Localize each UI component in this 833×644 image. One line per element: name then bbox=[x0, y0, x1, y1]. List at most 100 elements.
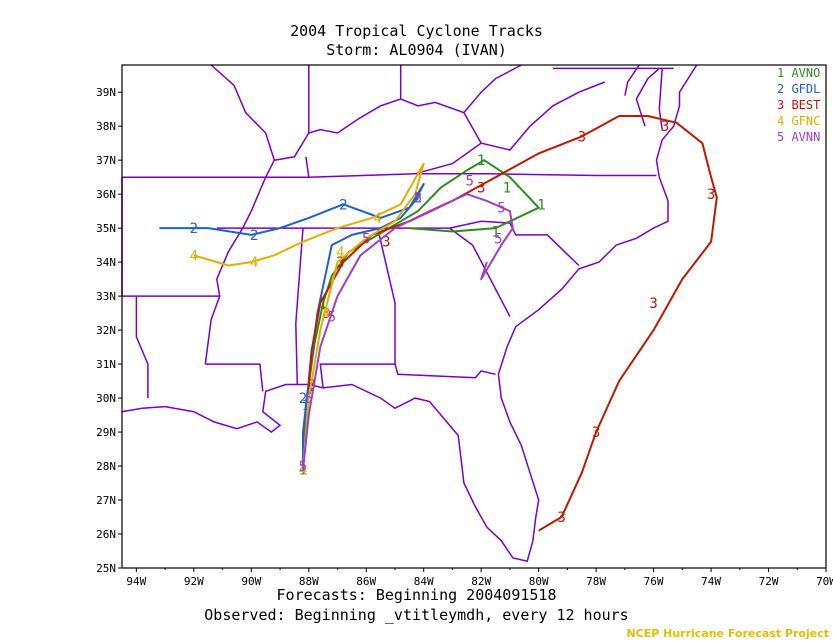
track-marker-3: 3 bbox=[557, 510, 565, 526]
track-marker-3: 3 bbox=[382, 235, 390, 251]
x-tick-label: 82W bbox=[471, 575, 491, 588]
track-marker-4: 4 bbox=[336, 245, 344, 261]
x-tick-label: 72W bbox=[759, 575, 779, 588]
boundary-line bbox=[305, 156, 310, 178]
y-tick-label: 27N bbox=[96, 494, 116, 507]
legend-item-avnn: 5 AVNN bbox=[777, 130, 821, 144]
boundary-line bbox=[295, 228, 304, 385]
track-line-1 bbox=[302, 159, 540, 470]
track-marker-4: 4 bbox=[299, 462, 307, 478]
x-tick-label: 78W bbox=[586, 575, 606, 588]
track-marker-3: 3 bbox=[707, 187, 715, 203]
x-tick-label: 86W bbox=[356, 575, 376, 588]
track-marker-3: 3 bbox=[322, 306, 330, 322]
track-line-3 bbox=[307, 115, 718, 532]
boundary-line bbox=[210, 64, 276, 178]
track-marker-2: 2 bbox=[190, 221, 198, 237]
y-tick-label: 28N bbox=[96, 460, 116, 473]
track-marker-5: 5 bbox=[414, 191, 422, 207]
legend-item-gfdl: 2 GFDL bbox=[777, 82, 821, 96]
legend-item-best: 3 BEST bbox=[777, 98, 821, 112]
legend-item-avno: 1 AVNO bbox=[777, 66, 821, 80]
track-marker-1: 1 bbox=[537, 197, 545, 213]
boundary-line bbox=[414, 81, 605, 175]
track-line-4 bbox=[193, 162, 425, 470]
boundary-line bbox=[463, 112, 482, 144]
boundary-line bbox=[205, 363, 264, 392]
plot-border bbox=[121, 64, 827, 569]
boundary-line bbox=[122, 173, 657, 178]
boundary-line bbox=[394, 363, 496, 379]
boundary-line bbox=[658, 68, 663, 130]
track-marker-3: 3 bbox=[649, 296, 657, 312]
forecast-label: Forecasts: Beginning 2004091518 bbox=[276, 586, 557, 604]
y-tick-label: 35N bbox=[96, 222, 116, 235]
y-tick-label: 37N bbox=[96, 154, 116, 167]
track-marker-4: 4 bbox=[190, 248, 198, 264]
chart-subtitle: Storm: AL0904 (IVAN) bbox=[326, 41, 507, 59]
x-tick-label: 70W bbox=[816, 575, 833, 588]
x-tick-label: 80W bbox=[529, 575, 549, 588]
track-marker-1: 1 bbox=[299, 462, 307, 478]
track-marker-2: 2 bbox=[299, 391, 307, 407]
x-tick-label: 84W bbox=[414, 575, 434, 588]
y-tick-label: 29N bbox=[96, 426, 116, 439]
observed-label: Observed: Beginning _vtitleymdh, every 1… bbox=[204, 606, 629, 624]
boundary-line bbox=[319, 227, 396, 388]
track-marker-1: 1 bbox=[477, 153, 485, 169]
track-marker-2: 2 bbox=[414, 191, 422, 207]
legend-item-gfnc: 4 GFNC bbox=[777, 114, 821, 128]
x-tick-label: 92W bbox=[184, 575, 204, 588]
y-tick-label: 34N bbox=[96, 256, 116, 269]
x-tick-label: 74W bbox=[701, 575, 721, 588]
track-marker-5: 5 bbox=[305, 391, 313, 407]
track-marker-3: 3 bbox=[477, 180, 485, 196]
boundary-line bbox=[121, 64, 698, 563]
x-tick-label: 76W bbox=[644, 575, 664, 588]
track-marker-5: 5 bbox=[362, 231, 370, 247]
boundary-line bbox=[274, 64, 522, 161]
x-tick-label: 90W bbox=[241, 575, 261, 588]
track-marker-1: 1 bbox=[491, 225, 499, 241]
boundary-line bbox=[135, 296, 149, 399]
track-marker-1: 1 bbox=[503, 180, 511, 196]
track-marker-4: 4 bbox=[373, 211, 381, 227]
track-marker-1: 1 bbox=[319, 296, 327, 312]
chart-title: 2004 Tropical Cyclone Tracks bbox=[290, 22, 543, 40]
boundary-line bbox=[242, 176, 267, 229]
map-frame: 94W 92W 90W 88W 86W 84W 82W 80W 78W 76W 74W 72W 70W 3… bbox=[96, 64, 833, 588]
y-tick-label: 33N bbox=[96, 290, 116, 303]
track-marker-2: 2 bbox=[339, 197, 347, 213]
x-tick-label: 94W bbox=[126, 575, 146, 588]
y-tick-label: 38N bbox=[96, 120, 116, 133]
track-marker-5: 5 bbox=[465, 174, 473, 190]
track-marker-3: 3 bbox=[336, 255, 344, 271]
boundary-line bbox=[449, 227, 511, 317]
y-tick-label: 26N bbox=[96, 528, 116, 541]
boundary-line bbox=[624, 64, 640, 96]
y-tick-label: 39N bbox=[96, 86, 116, 99]
track-marker-5: 5 bbox=[497, 201, 505, 217]
y-tick-label: 31N bbox=[96, 358, 116, 371]
track-marker-4: 4 bbox=[322, 306, 330, 322]
track-marker-5: 5 bbox=[299, 459, 307, 475]
track-marker-3: 3 bbox=[592, 425, 600, 441]
boundary-line bbox=[449, 220, 580, 267]
boundary-line bbox=[204, 227, 244, 365]
credit-label: NCEP Hurricane Forecast Project bbox=[626, 627, 829, 640]
y-tick-label: 36N bbox=[96, 188, 116, 201]
track-line-5 bbox=[302, 193, 514, 470]
track-marker-5: 5 bbox=[494, 231, 502, 247]
y-tick-label: 32N bbox=[96, 324, 116, 337]
x-tick-label: 88W bbox=[299, 575, 319, 588]
track-marker-4: 4 bbox=[250, 255, 258, 271]
political-boundaries bbox=[121, 64, 698, 563]
y-tick-label: 30N bbox=[96, 392, 116, 405]
track-marker-2: 2 bbox=[250, 228, 258, 244]
track-marker-3: 3 bbox=[578, 129, 586, 145]
track-marker-5: 5 bbox=[328, 310, 336, 326]
y-tick-label: 25N bbox=[96, 562, 116, 575]
track-marker-3: 3 bbox=[661, 119, 669, 135]
